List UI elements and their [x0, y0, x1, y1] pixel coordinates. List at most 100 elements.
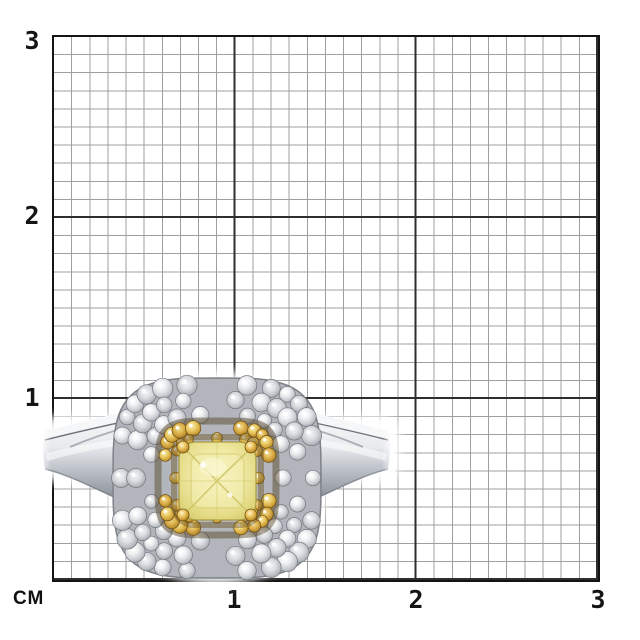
white-diamond	[261, 379, 281, 398]
sparkle	[271, 542, 277, 547]
x-axis-label-1: 1	[226, 585, 242, 614]
sparkle	[141, 388, 146, 394]
sparkle	[264, 496, 269, 501]
sparkle	[258, 431, 262, 435]
yellow-diamond	[158, 448, 172, 462]
center-yellow-diamond	[171, 434, 264, 528]
white-diamond	[226, 391, 245, 410]
white-diamond	[152, 377, 174, 399]
white-diamond	[190, 531, 210, 551]
white-diamond	[144, 494, 159, 509]
prong	[244, 440, 258, 454]
sparkle	[173, 447, 177, 451]
sparkle	[281, 555, 287, 561]
sparkle	[117, 430, 123, 435]
center-stone-cross-facets	[179, 442, 256, 520]
sparkle	[147, 539, 151, 543]
x-axis-label-3: 3	[590, 585, 606, 614]
y-axis-label-3: 3	[24, 26, 40, 55]
sparkle	[242, 435, 245, 439]
white-diamond	[251, 543, 272, 564]
sparkle	[306, 429, 311, 435]
white-diamond-halo	[111, 374, 322, 581]
white-diamond	[147, 511, 164, 528]
sparkle	[130, 472, 136, 478]
sparkle	[146, 407, 151, 412]
halo-shadow	[154, 417, 280, 539]
sparkle	[250, 521, 254, 526]
sparkle	[230, 395, 235, 400]
white-diamond	[155, 542, 173, 560]
sparkle	[189, 523, 193, 527]
white-diamond	[286, 517, 303, 533]
white-diamond	[261, 557, 282, 578]
unit-label-cm: СМ	[13, 588, 45, 609]
sparkle	[172, 412, 177, 417]
sparkle	[282, 411, 287, 417]
sparkle	[137, 418, 143, 423]
halo-shadow-ring	[154, 417, 280, 539]
sparkle	[121, 532, 127, 538]
sparkle	[115, 472, 121, 478]
sparkle	[147, 450, 152, 454]
sparkle	[258, 517, 262, 521]
white-diamond	[302, 511, 321, 530]
white-diamond	[304, 469, 322, 487]
white-diamond	[225, 545, 246, 566]
sparkle	[173, 501, 177, 505]
sparkle	[262, 509, 267, 514]
sparkle	[158, 562, 163, 567]
sparkle	[308, 473, 313, 478]
white-diamond	[173, 545, 193, 565]
sparkle	[270, 425, 275, 430]
sparkle	[278, 473, 283, 478]
sparkle	[241, 379, 247, 385]
sparkle	[168, 430, 172, 435]
sparkle	[306, 515, 311, 520]
white-diamond	[126, 468, 146, 488]
sparkle	[264, 450, 269, 455]
sparkle	[230, 550, 235, 555]
white-diamond	[142, 403, 161, 422]
gold-prongs	[176, 440, 258, 522]
sparkle	[294, 398, 299, 403]
sparkle	[301, 411, 307, 417]
sparkle	[242, 565, 247, 570]
white-diamond	[153, 558, 172, 577]
sparkle	[266, 383, 271, 388]
sparkle	[138, 527, 143, 532]
sparkle	[117, 514, 122, 520]
sparkle	[243, 411, 248, 416]
sparkle	[150, 431, 155, 436]
sparkle	[237, 523, 241, 527]
sparkle	[186, 436, 189, 439]
white-diamond	[267, 421, 283, 438]
y-axis-label-1: 1	[24, 383, 40, 412]
sparkle	[157, 382, 163, 388]
white-diamond	[128, 506, 148, 526]
sparkle	[189, 423, 193, 428]
white-diamond	[175, 392, 192, 409]
white-diamond	[127, 430, 148, 451]
sparkle	[161, 451, 165, 455]
sparkle	[263, 438, 267, 442]
white-diamond	[176, 374, 198, 396]
sparkle	[290, 520, 294, 525]
white-diamond	[178, 562, 196, 580]
sparkle	[227, 492, 233, 498]
white-diamond	[274, 469, 292, 487]
white-diamond	[191, 406, 210, 425]
sparkle	[159, 400, 164, 405]
white-diamond	[118, 408, 136, 426]
sparkle	[250, 426, 254, 430]
center-shadow-ring	[171, 434, 264, 528]
sparkle	[301, 533, 307, 538]
sparkle	[159, 546, 164, 551]
sparkle	[271, 402, 277, 408]
band-end-fade	[38, 424, 51, 476]
white-diamond	[288, 443, 307, 461]
prong	[176, 508, 190, 522]
sparkle	[179, 396, 183, 401]
sparkle	[159, 526, 164, 531]
center-stone-glint	[200, 458, 226, 476]
